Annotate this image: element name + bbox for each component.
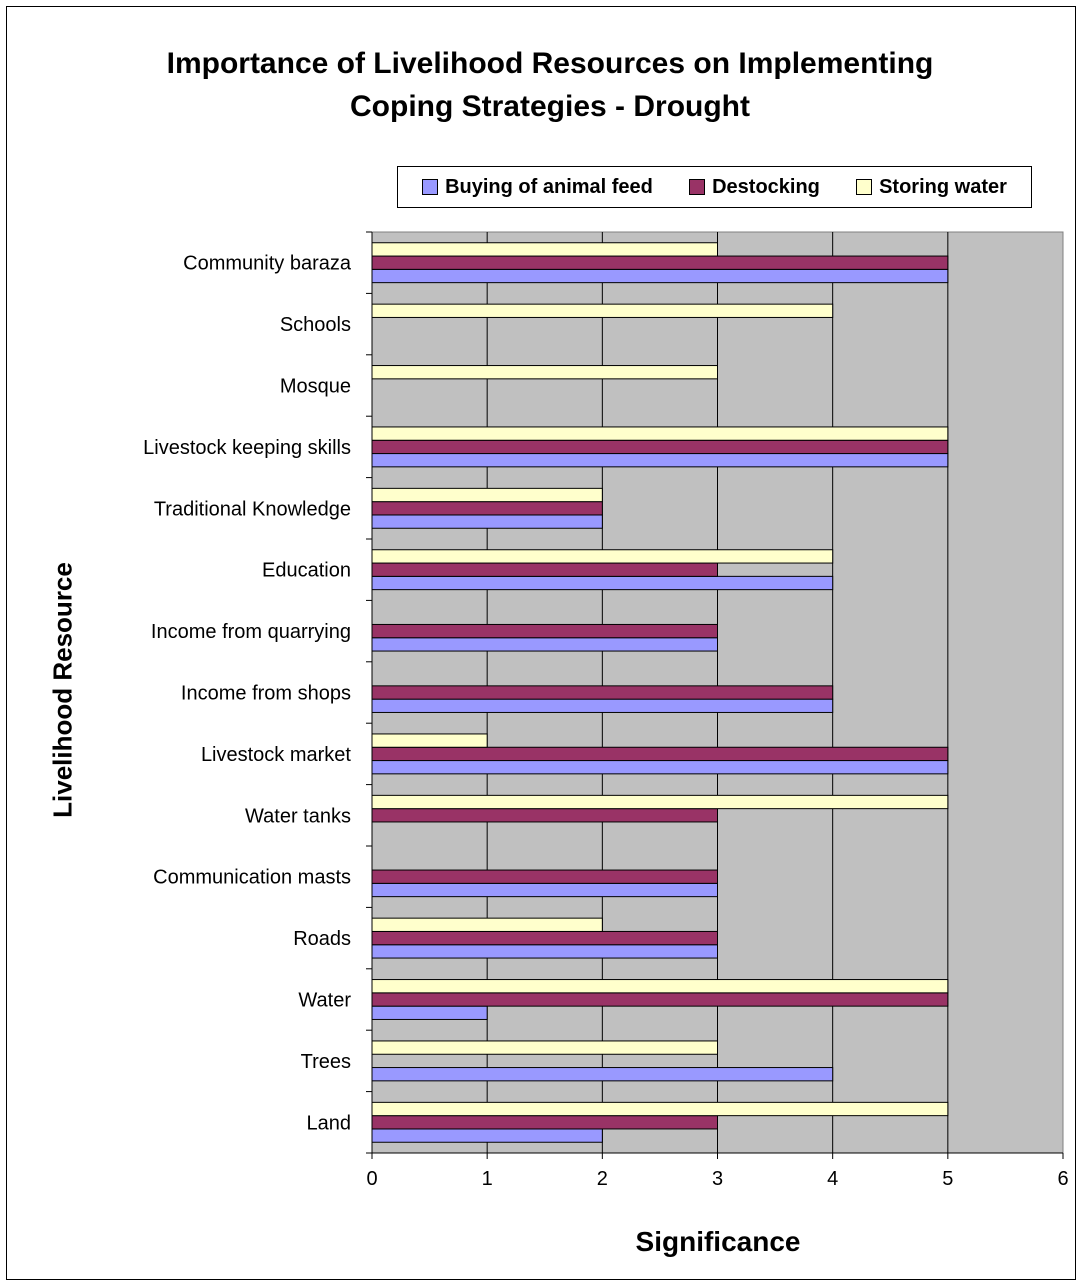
bar-storing-water-water-tanks bbox=[371, 794, 949, 810]
y-tick-label-education: Education bbox=[262, 560, 351, 582]
x-tick-label-3: 3 bbox=[712, 1168, 723, 1190]
bar-storing-water-land bbox=[371, 1101, 949, 1117]
chart-title-line-2: Coping Strategies - Drought bbox=[350, 90, 750, 123]
bar-destocking-communication-masts bbox=[371, 869, 718, 884]
bar-buying-of-animal-feed-education bbox=[371, 575, 834, 591]
y-tick-label-schools: Schools bbox=[280, 314, 351, 336]
bar-storing-water-roads bbox=[371, 917, 603, 932]
bar-buying-of-animal-feed-income-from-quarrying bbox=[371, 637, 718, 652]
legend-swatch-storing-water bbox=[856, 179, 873, 195]
bar-storing-water-traditional-knowledge bbox=[371, 487, 603, 503]
y-tick-label-water: Water bbox=[298, 990, 351, 1012]
chart-title: Importance of Livelihood Resources on Im… bbox=[0, 42, 1081, 128]
bar-destocking-livestock-keeping-skills bbox=[371, 439, 949, 455]
bar-destocking-livestock-market bbox=[371, 746, 949, 762]
legend-swatch-buying-animal-feed bbox=[422, 179, 439, 195]
x-tick-label-4: 4 bbox=[827, 1168, 838, 1190]
y-tick-label-community-baraza: Community baraza bbox=[183, 253, 352, 275]
bar-buying-of-animal-feed-communication-masts bbox=[371, 882, 718, 898]
y-tick-label-traditional-knowledge: Traditional Knowledge bbox=[154, 498, 351, 520]
y-tick-label-mosque: Mosque bbox=[280, 376, 351, 398]
legend-label-storing-water: Storing water bbox=[879, 175, 1007, 198]
bar-storing-water-livestock-keeping-skills bbox=[371, 426, 949, 441]
y-tick-label-land: Land bbox=[307, 1112, 352, 1134]
bar-destocking-land bbox=[371, 1115, 718, 1130]
chart-title-line-1: Importance of Livelihood Resources on Im… bbox=[166, 47, 934, 80]
legend-item-buying-animal-feed: Buying of animal feed bbox=[422, 176, 653, 199]
bar-storing-water-trees bbox=[371, 1040, 718, 1055]
y-tick-label-communication-masts: Communication masts bbox=[153, 867, 351, 889]
y-tick-label-income-from-shops: Income from shops bbox=[181, 683, 351, 705]
bar-buying-of-animal-feed-livestock-keeping-skills bbox=[371, 453, 949, 468]
y-tick-label-livestock-keeping-skills: Livestock keeping skills bbox=[143, 437, 351, 459]
bar-storing-water-schools bbox=[371, 303, 834, 318]
legend-label-destocking: Destocking bbox=[712, 175, 820, 198]
bar-buying-of-animal-feed-community-baraza bbox=[371, 268, 949, 284]
bar-buying-of-animal-feed-water bbox=[371, 1005, 488, 1020]
legend-swatch-destocking bbox=[689, 179, 706, 195]
bar-buying-of-animal-feed-roads bbox=[371, 944, 718, 959]
bar-destocking-education bbox=[371, 562, 718, 577]
bar-buying-of-animal-feed-traditional-knowledge bbox=[371, 514, 603, 529]
bar-destocking-water bbox=[371, 992, 949, 1007]
bar-destocking-water-tanks bbox=[371, 808, 718, 823]
y-tick-label-income-from-quarrying: Income from quarrying bbox=[151, 621, 351, 643]
bar-destocking-income-from-quarrying bbox=[371, 623, 718, 639]
x-tick-label-1: 1 bbox=[482, 1168, 493, 1190]
bar-storing-water-livestock-market bbox=[371, 733, 488, 748]
bar-buying-of-animal-feed-land bbox=[371, 1128, 603, 1143]
bar-storing-water-water bbox=[371, 979, 949, 994]
y-tick-label-water-tanks: Water tanks bbox=[245, 805, 351, 827]
x-tick-label-5: 5 bbox=[942, 1168, 953, 1190]
bar-destocking-roads bbox=[371, 930, 718, 946]
bar-destocking-traditional-knowledge bbox=[371, 501, 603, 516]
bar-storing-water-mosque bbox=[371, 365, 718, 380]
bar-buying-of-animal-feed-income-from-shops bbox=[371, 698, 834, 713]
legend-item-destocking: Destocking bbox=[689, 176, 820, 199]
x-tick-label-0: 0 bbox=[366, 1168, 377, 1190]
bar-storing-water-education bbox=[371, 549, 834, 564]
legend: Buying of animal feed Destocking Storing… bbox=[397, 166, 1032, 208]
y-axis-label: Livelihood Resource bbox=[47, 562, 78, 818]
bar-buying-of-animal-feed-livestock-market bbox=[371, 760, 949, 775]
bar-destocking-income-from-shops bbox=[371, 685, 834, 700]
x-tick-label-2: 2 bbox=[597, 1168, 608, 1190]
y-tick-label-roads: Roads bbox=[293, 928, 351, 950]
x-axis-label: Significance bbox=[635, 1226, 801, 1257]
legend-item-storing-water: Storing water bbox=[856, 176, 1007, 199]
bar-buying-of-animal-feed-trees bbox=[371, 1067, 834, 1082]
x-tick-label-6: 6 bbox=[1057, 1168, 1068, 1190]
bar-destocking-community-baraza bbox=[371, 255, 949, 270]
bar-storing-water-community-baraza bbox=[371, 242, 718, 257]
y-tick-label-trees: Trees bbox=[301, 1051, 351, 1073]
legend-label-buying-animal-feed: Buying of animal feed bbox=[445, 175, 653, 198]
y-tick-label-livestock-market: Livestock market bbox=[201, 744, 351, 766]
